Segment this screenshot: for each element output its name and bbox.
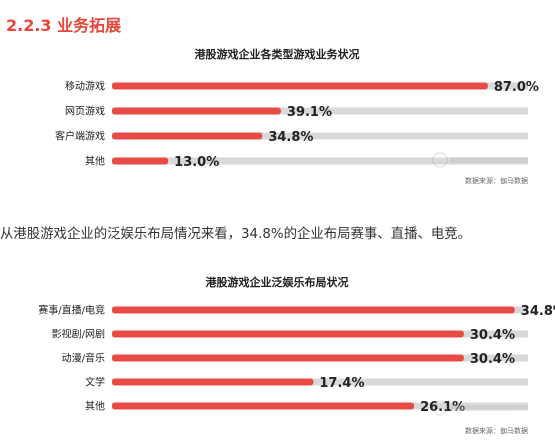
watermark-text-shape: [450, 157, 528, 163]
category-label: 网页游戏: [65, 105, 105, 118]
source-note: 数据来源：伽马数据: [465, 176, 528, 185]
bar: [112, 157, 169, 165]
chart-title: 港股游戏企业泛娱乐布局状况: [206, 275, 349, 289]
bar-track: [112, 132, 528, 140]
bar: [112, 132, 263, 140]
bar: [112, 82, 488, 90]
category-label: 文学: [85, 376, 105, 389]
watermark-logo: [432, 152, 528, 168]
body-paragraph: 从港股游戏企业的泛娱乐布局情况来看，34.8%的企业布局赛事、直播、电竞。: [0, 227, 472, 242]
value-label: 34.8%: [268, 130, 313, 145]
value-label: 30.4%: [470, 328, 515, 343]
watermark-text-shape: [450, 405, 528, 411]
category-label: 客户端游戏: [55, 130, 105, 143]
bar-track: [112, 378, 528, 386]
category-label: 其他: [85, 155, 105, 168]
watermark-ring: [432, 400, 448, 416]
value-label: 13.0%: [174, 155, 219, 170]
bar: [112, 402, 415, 410]
bar: [112, 330, 464, 338]
category-label: 其他: [85, 400, 105, 413]
bar: [112, 306, 515, 314]
section-heading: 2.2.3 业务拓展: [6, 16, 122, 35]
bar: [112, 107, 281, 115]
value-label: 87.0%: [494, 80, 539, 95]
value-label: 39.1%: [287, 105, 332, 120]
value-label: 17.4%: [319, 376, 364, 391]
value-label: 34.8%: [521, 304, 555, 319]
chart-title: 港股游戏企业各类型游戏业务状况: [195, 47, 360, 61]
bar: [112, 378, 314, 386]
bar: [112, 354, 464, 362]
watermark-logo: [432, 400, 528, 416]
category-label: 影视剧/网剧: [52, 328, 105, 341]
value-label: 26.1%: [420, 400, 465, 415]
category-label: 动漫/音乐: [62, 352, 105, 365]
bar-track: [112, 157, 528, 165]
category-label: 移动游戏: [65, 80, 105, 93]
chart-game-business-status: 港股游戏企业各类型游戏业务状况移动游戏 87.0% 网页游戏 39.1% 客户端游戏 34…: [0, 40, 555, 190]
source-note: 数据来源：伽马数据: [465, 426, 528, 435]
bar-track: [112, 107, 528, 115]
category-label: 赛事/直播/电竞: [38, 304, 105, 317]
value-label: 30.4%: [470, 352, 515, 367]
watermark-ring: [432, 152, 448, 168]
